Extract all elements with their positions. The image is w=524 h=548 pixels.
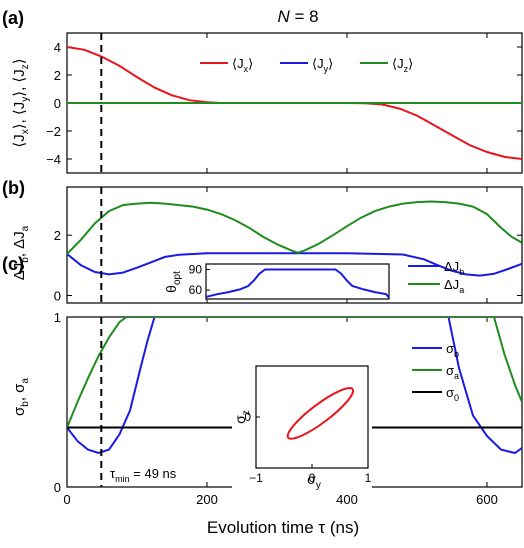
- panel-c-ylabel: σb, σa: [11, 378, 31, 416]
- panel-a-ylabel: ⟨Jx⟩, ⟨Jy⟩, ⟨Jz⟩: [11, 58, 31, 147]
- panel-b-series-a: [67, 200, 522, 255]
- x-tick-label: 600: [476, 492, 498, 507]
- panel-c-series-a: [67, 317, 522, 428]
- legend-sigma0-label: σ0: [446, 385, 459, 403]
- legend-sigmab-label: σb: [446, 341, 459, 359]
- y-tick-label: −2: [46, 124, 61, 139]
- y-tick-label: 4: [54, 40, 61, 55]
- inset-x-tick-label: 0: [309, 471, 316, 485]
- squeezing-ellipse: [286, 387, 355, 440]
- figure-title: N = 8: [277, 7, 318, 26]
- inset-y-tick-label: 90: [189, 262, 203, 276]
- legend-jz-label: ⟨Jz⟩: [392, 56, 413, 74]
- panel-b-frame: [66, 186, 523, 304]
- y-tick-label: −4: [46, 152, 61, 167]
- sigma-inset-ylabel: σz: [232, 410, 252, 424]
- panel-b-label: (b): [2, 178, 25, 198]
- legend-jx-label: ⟨Jx⟩: [232, 56, 253, 74]
- panel-b-series-b: [67, 252, 522, 277]
- sigma-inset-frame: [255, 365, 369, 469]
- title-n: N: [277, 7, 290, 26]
- legend-dja-label: ΔJa: [444, 277, 464, 295]
- inset-x-tick-label: 1: [365, 471, 372, 485]
- inset-x-tick-label: −1: [249, 471, 263, 485]
- panel-a-label: (a): [2, 8, 24, 28]
- panel-b-ylabel: ΔJb, ΔJa: [11, 225, 31, 280]
- y-tick-label: 2: [54, 228, 61, 243]
- y-tick-label: 1: [54, 310, 61, 325]
- y-tick-label: 0: [54, 288, 61, 303]
- legend-sigmaa-label: σa: [446, 363, 459, 381]
- panel-c-series-b: [67, 317, 522, 455]
- theta-inset-ylabel: θopt: [163, 271, 183, 293]
- inset-y-tick-label: 60: [189, 283, 203, 297]
- x-tick-label: 400: [336, 492, 358, 507]
- y-tick-label: 2: [54, 68, 61, 83]
- panel-a: −4 −2 0 2 4 ⟨Jx⟩ ⟨Jy⟩ ⟨Jz⟩: [46, 32, 523, 174]
- x-tick-label: 0: [63, 492, 70, 507]
- inset-y-tick-label: 0: [244, 410, 251, 424]
- legend-djb-label: ΔJb: [444, 259, 464, 277]
- x-axis-label: Evolution time τ (ns): [207, 518, 359, 537]
- theta-opt-curve: [206, 268, 389, 299]
- panel-c-label: (c): [2, 254, 24, 274]
- y-tick-label: 0: [54, 480, 61, 495]
- x-tick-label: 200: [196, 492, 218, 507]
- tau-min-label: τmin = 49 ns: [110, 466, 177, 484]
- y-tick-label: 0: [54, 96, 61, 111]
- sigma-inset-xlabel: σy: [307, 471, 321, 491]
- legend-jy-label: ⟨Jy⟩: [312, 56, 333, 74]
- title-rest: = 8: [290, 7, 319, 26]
